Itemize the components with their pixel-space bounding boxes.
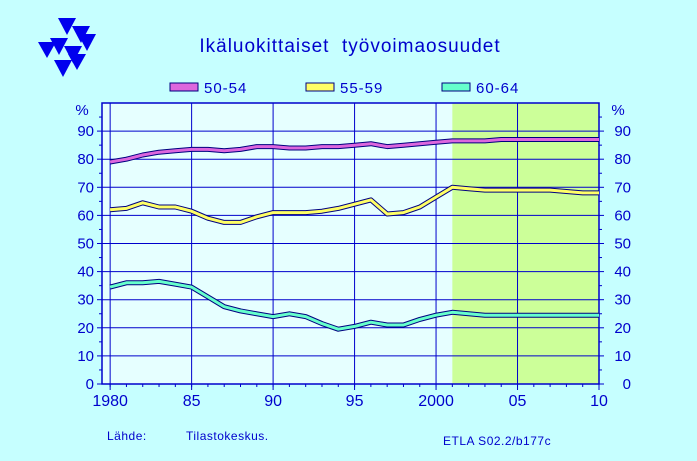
x-tick-label: 2000 — [418, 393, 454, 410]
y-tick-label: 80 — [77, 151, 94, 168]
etla-triangles-logo — [38, 18, 96, 77]
legend-swatch — [441, 82, 471, 92]
y-tick-label-right: 80 — [614, 151, 631, 168]
source-text: Tilastokeskus. — [186, 429, 269, 443]
y-tick-label-right: 50 — [614, 236, 631, 253]
x-tick-label: 05 — [509, 393, 527, 410]
y-tick-label-right: 30 — [614, 292, 631, 309]
y-tick-label: 90 — [77, 123, 94, 140]
x-tick-label: 90 — [264, 393, 282, 410]
y-tick-label: 0 — [86, 376, 94, 393]
y-tick-label: 20 — [77, 320, 94, 337]
plot-frame — [101, 102, 600, 385]
y-axis-unit-left: % — [75, 102, 88, 119]
y-tick-label-right: 10 — [614, 348, 631, 365]
chart-title: Ikäluokittaiset työvoimaosuudet — [199, 36, 500, 57]
series-line — [109, 279, 599, 331]
x-tick-label: 85 — [183, 393, 201, 410]
y-tick-label-right: 60 — [614, 207, 631, 224]
series-line — [109, 138, 599, 164]
x-tick-label: 1980 — [92, 393, 128, 410]
y-tick-label: 30 — [77, 292, 94, 309]
source-label: Lähde: — [107, 429, 147, 443]
y-tick-label-right: 70 — [614, 179, 631, 196]
y-tick-label: 70 — [77, 179, 94, 196]
y-tick-label: 50 — [77, 236, 94, 253]
y-tick-label-right: 0 — [623, 376, 631, 393]
x-tick-label: 95 — [346, 393, 364, 410]
y-tick-label: 10 — [77, 348, 94, 365]
series-line — [109, 185, 599, 224]
legend-swatch — [169, 82, 199, 92]
y-tick-label-right: 40 — [614, 264, 631, 281]
chart-code: ETLA S02.2/b177c — [443, 434, 551, 448]
plot-area: 0 0 10 10 20 20 30 30 40 40 50 50 60 60 70 70 80 80 90 90%%… — [75, 102, 631, 410]
y-tick-label: 40 — [77, 264, 94, 281]
legend-swatch — [305, 82, 335, 92]
y-tick-label-right: 90 — [614, 123, 631, 140]
legend-label: 50-54 — [204, 80, 247, 97]
y-axis-unit-right: % — [611, 102, 624, 119]
y-tick-label-right: 20 — [614, 320, 631, 337]
legend-label: 55-59 — [340, 80, 383, 97]
legend: 50-54 55-59 60-64 — [169, 80, 519, 97]
y-tick-label: 60 — [77, 207, 94, 224]
legend-label: 60-64 — [476, 80, 519, 97]
x-tick-label: 10 — [590, 393, 608, 410]
